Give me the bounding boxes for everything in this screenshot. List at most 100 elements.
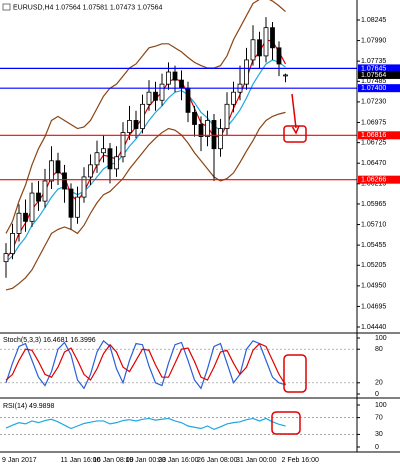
- candle-body: [133, 120, 139, 129]
- overlay-line: [5, 0, 286, 234]
- candle-body: [159, 83, 165, 101]
- x-tick-label: 19 Jan 00:00: [126, 457, 167, 464]
- candle-body: [244, 59, 249, 85]
- level-label-box: [358, 175, 400, 184]
- x-tick-label: 26 Jan 08:00: [197, 457, 238, 464]
- overlay-line: [5, 59, 286, 263]
- candle-body: [263, 27, 269, 57]
- candle-body: [3, 253, 9, 263]
- x-tick-label: 23 Jan 16:00: [158, 457, 199, 464]
- x-tick-label: 31 Jan 00:00: [236, 457, 277, 464]
- candle-body: [231, 91, 236, 105]
- level-label: 1.07645: [361, 65, 386, 72]
- rsi-title: RSI(14) 49.9898: [3, 403, 54, 410]
- candle-body: [42, 180, 48, 202]
- y-tick-label: 1.05455: [361, 242, 386, 249]
- candle-body: [185, 87, 191, 113]
- y-tick-label: 1.04695: [361, 303, 386, 310]
- y-tick-label: 1.06215: [361, 181, 386, 188]
- x-tick-label: 11 Jan 16:00: [61, 457, 101, 464]
- x-tick-label: 16 Jan 08:00: [93, 457, 134, 464]
- candle-body: [257, 39, 262, 57]
- candle-body: [10, 233, 15, 254]
- main-title: EURUSD,H4 1.07564 1.07581 1.07473 1.0756…: [13, 4, 163, 11]
- candle-body: [127, 120, 132, 133]
- y-tick-label: 1.05710: [361, 221, 386, 228]
- y-tick-label: 30: [375, 431, 383, 438]
- y-tick-label: 1.07990: [361, 37, 386, 44]
- y-tick-label: 1.04440: [361, 324, 386, 331]
- y-tick-label: 1.05965: [361, 201, 386, 208]
- candle-body: [23, 212, 28, 222]
- candle-body: [270, 27, 275, 49]
- candle-body: [49, 160, 54, 182]
- y-tick-label: 1.07230: [361, 99, 386, 106]
- y-tick-label: 70: [375, 414, 383, 421]
- candle-body: [172, 71, 178, 81]
- indicator-line: [5, 417, 286, 431]
- indicator-line: [5, 342, 287, 386]
- x-tick-label: 9 Jan 2017: [2, 457, 37, 464]
- level-label-box: [358, 64, 400, 73]
- x-tick-label: 2 Feb 16:00: [282, 457, 319, 464]
- y-tick-label: 1.04950: [361, 283, 386, 290]
- candle-body: [205, 120, 210, 137]
- candle-body: [166, 71, 171, 85]
- y-tick-label: 1.06725: [361, 139, 386, 146]
- candle-body: [146, 91, 152, 105]
- candle-body: [107, 148, 113, 170]
- annotation-box: [283, 125, 307, 143]
- y-tick-label: 1.08245: [361, 17, 386, 24]
- y-tick-label: 0: [375, 391, 379, 398]
- candle-body: [94, 152, 100, 166]
- candle-body: [114, 156, 119, 170]
- symbol-icon: [2, 3, 11, 11]
- annotation-box: [271, 411, 301, 435]
- candle-body: [68, 188, 74, 218]
- candle-body: [250, 39, 256, 61]
- candle-body: [81, 176, 87, 198]
- y-tick-label: 1.07485: [361, 78, 386, 85]
- candle-body: [62, 172, 67, 190]
- candle-body: [120, 132, 126, 158]
- candle-body: [36, 192, 41, 202]
- y-tick-label: 1.07735: [361, 58, 386, 65]
- stoch-title: Stoch(5,3,3) 16.4681 16.3996: [3, 337, 96, 344]
- annotation-arrow: [291, 93, 297, 129]
- candle-body: [29, 192, 35, 222]
- candle-body: [153, 91, 158, 101]
- candle-body: [75, 196, 80, 218]
- level-label: 1.06816: [361, 132, 386, 139]
- candle-body: [283, 74, 288, 77]
- y-tick-label: 100: [375, 335, 387, 342]
- y-tick-label: 1.06470: [361, 160, 386, 167]
- level-label-box: [358, 84, 400, 93]
- y-tick-label: 1.06975: [361, 119, 386, 126]
- overlay-line: [5, 111, 286, 291]
- y-tick-label: 100: [375, 402, 387, 409]
- candle-body: [140, 103, 145, 129]
- candle-body: [198, 124, 204, 137]
- annotation-arrowhead: [291, 125, 300, 135]
- candle-body: [55, 160, 61, 174]
- candle-body: [218, 128, 223, 150]
- level-label: 1.07400: [361, 85, 386, 92]
- candle-body: [16, 212, 22, 234]
- y-tick-label: 80: [375, 346, 383, 353]
- price-marker-box: [358, 70, 400, 79]
- candle-body: [101, 148, 106, 154]
- candle-body: [224, 103, 230, 129]
- candle-body: [192, 111, 197, 125]
- candle-body: [211, 120, 217, 150]
- y-tick-label: 1.05205: [361, 262, 386, 269]
- y-tick-label: 0: [375, 444, 379, 451]
- candle-body: [179, 79, 184, 89]
- candle-body: [276, 47, 282, 65]
- price-marker-label: 1.07564: [361, 72, 386, 79]
- indicator-line: [5, 339, 286, 390]
- y-tick-label: 20: [375, 380, 383, 387]
